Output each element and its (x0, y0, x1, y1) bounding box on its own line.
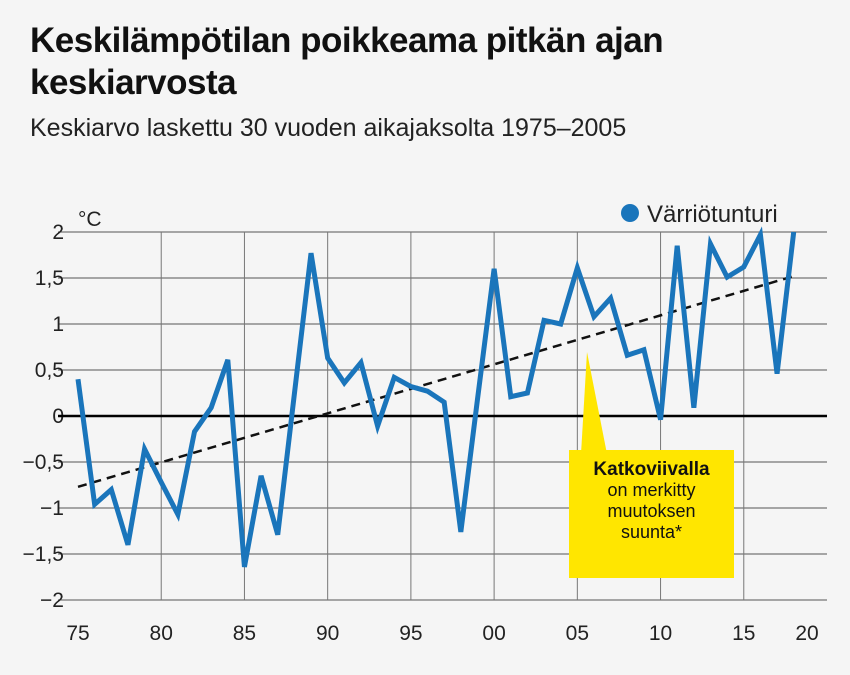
x-tick-label: 00 (482, 622, 505, 645)
x-tick-label: 80 (150, 622, 173, 645)
annotation-callout: Katkoviivalla on merkitty muutoksen suun… (569, 450, 734, 578)
y-tick-label: −1 (40, 497, 64, 520)
legend-marker (621, 204, 639, 222)
callout-line: muutoksen (607, 501, 696, 521)
callout-bold: Katkoviivalla (593, 459, 710, 480)
y-tick-label: −2 (40, 589, 64, 612)
x-tick-label: 20 (795, 622, 818, 645)
x-tick-label: 95 (399, 622, 422, 645)
callout-line: on merkitty (607, 480, 696, 500)
legend-label: Värriötunturi (647, 201, 778, 228)
x-tick-label: 05 (566, 622, 589, 645)
x-tick-label: 10 (649, 622, 672, 645)
x-tick-label: 15 (732, 622, 755, 645)
y-tick-label: −0,5 (23, 451, 64, 474)
x-tick-label: 90 (316, 622, 339, 645)
y-axis-unit: °C (78, 208, 102, 231)
chart-title: Keskilämpötilan poikkeama pitkän ajan ke… (30, 21, 664, 102)
trend-line (77, 274, 795, 489)
callout-line: suunta* (620, 522, 683, 542)
x-tick-label: 75 (66, 622, 89, 645)
y-tick-label: 1 (52, 313, 64, 336)
chart-subtitle: Keskiarvo laskettu 30 vuoden aikajaksolt… (30, 114, 627, 142)
y-tick-label: −1,5 (23, 543, 64, 566)
y-tick-label: 1,5 (35, 267, 64, 290)
axis-ticks: 21,510,50−0,5−1−1,5−27580859095000510152… (23, 221, 819, 645)
callout-pointer (581, 352, 607, 454)
y-tick-label: 0,5 (35, 359, 64, 382)
y-tick-label: 2 (52, 221, 64, 244)
series-line-varriotunturi (75, 226, 797, 568)
series-points (77, 231, 794, 567)
x-tick-label: 85 (233, 622, 256, 645)
